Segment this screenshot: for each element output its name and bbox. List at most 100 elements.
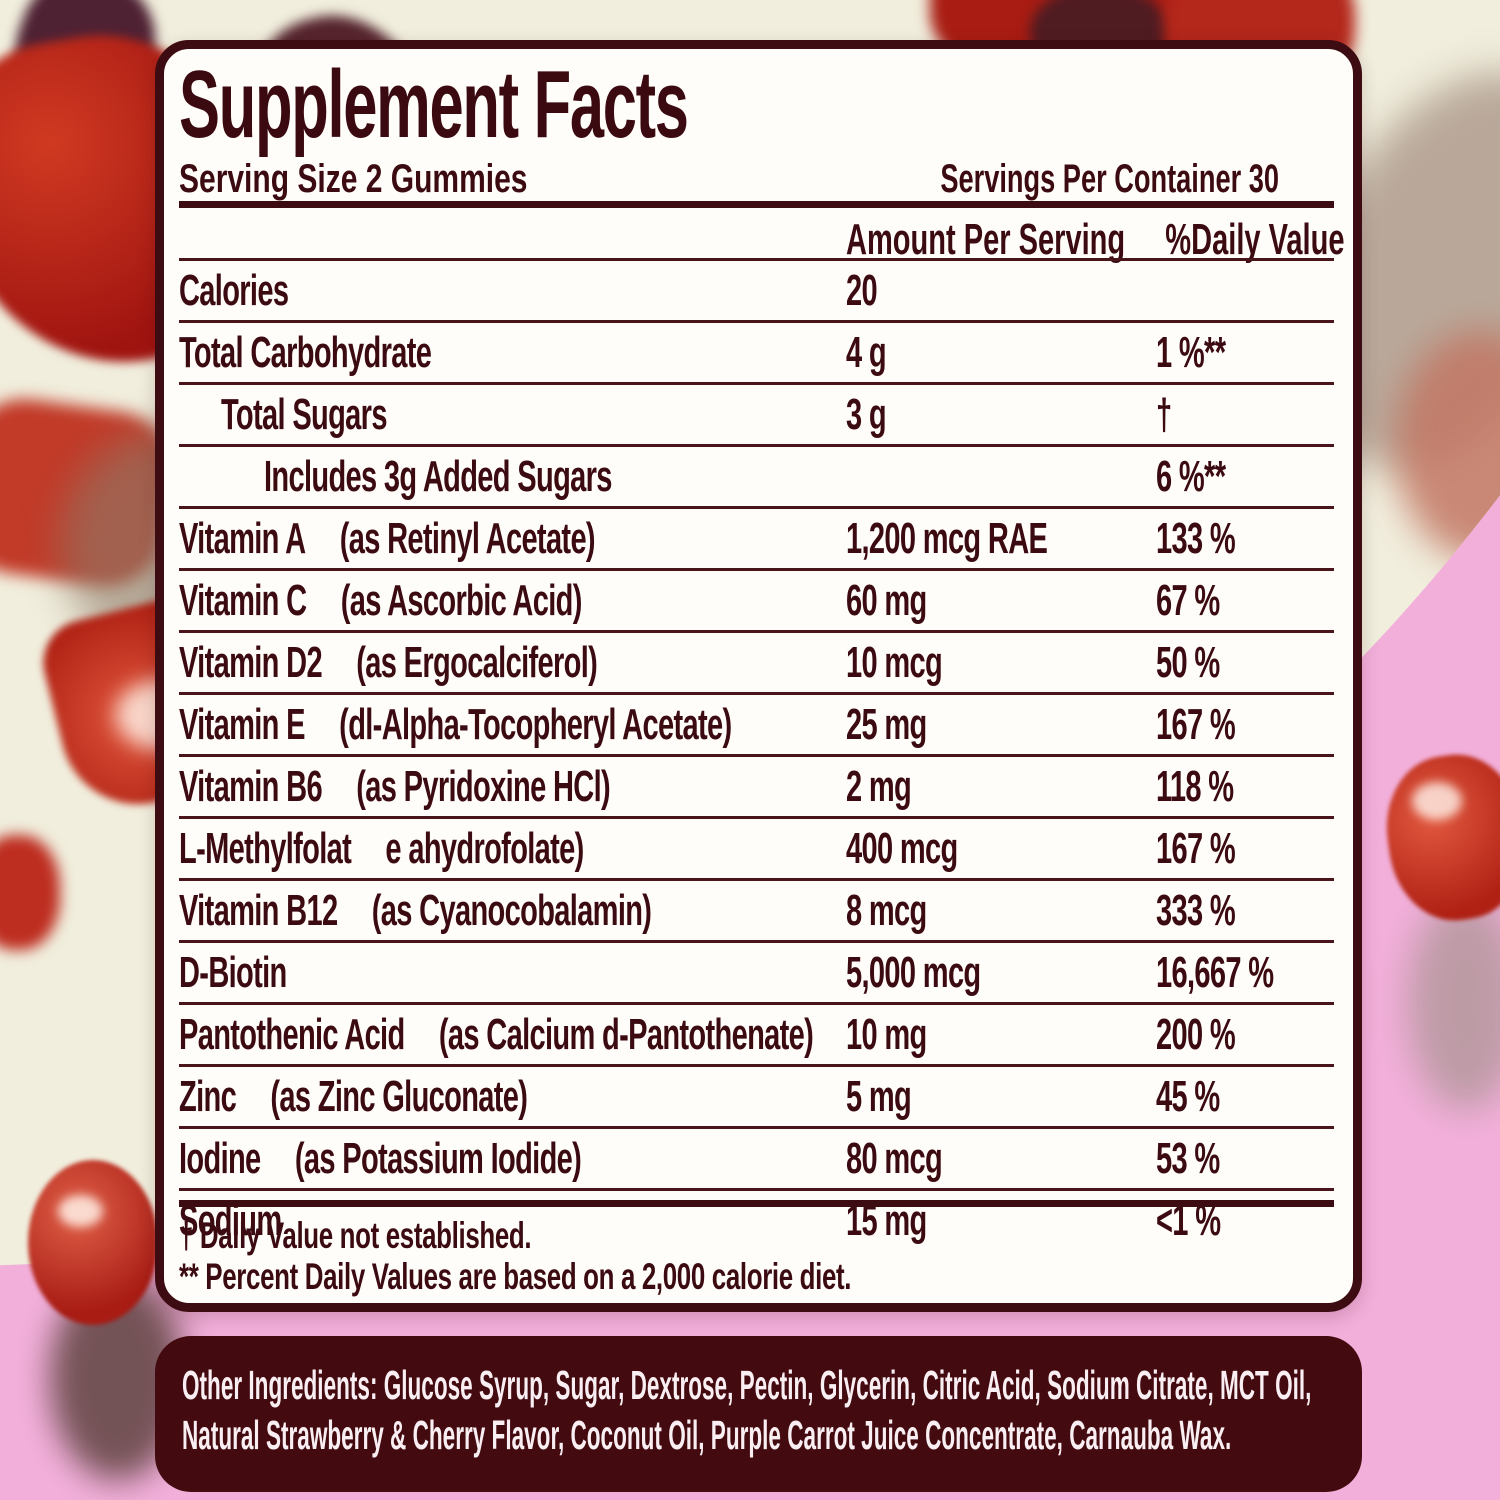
daily-value-cell: 50 % [1156,637,1220,687]
table-row: Includes 3g Added Sugars 6 %** [179,447,1334,509]
gummy-red-sliver-icon [0,835,60,950]
table-row: D-Biotin 5,000 mcg 16,667 % [179,943,1334,1005]
supplement-facts-panel: Supplement Facts Serving Size 2 Gummies … [155,40,1362,1312]
nutrient-qualifier: (as Retinyl Acetate) [339,513,596,563]
daily-value-cell: 333 % [1156,885,1236,935]
nutrient-name: Iodine [179,1133,261,1183]
nutrient-name-cell: Vitamin A (as Retinyl Acetate) [179,513,596,564]
amount-cell: 3 g [846,389,887,439]
daily-value-cell: 53 % [1156,1133,1220,1183]
gummy-red-ball-icon [28,1160,158,1325]
table-row: L-Methylfolat e ahydrofolate) 400 mcg 167 % [179,819,1334,881]
nutrient-qualifier: e ahydrofolate) [385,823,584,873]
nutrient-qualifier: (as Cyanocobalamin) [371,885,652,935]
table-row: Vitamin D2 (as Ergocalciferol) 10 mcg 50 % [179,633,1334,695]
table-row: Pantothenic Acid (as Calcium d-Pantothena… [179,1005,1334,1067]
daily-value-cell: 200 % [1156,1009,1236,1059]
nutrient-name: Vitamin B6 [179,761,323,811]
nutrient-name: Vitamin D2 [179,637,323,687]
panel-content: Supplement Facts Serving Size 2 Gummies … [179,49,1344,1303]
nutrient-name-cell: Vitamin B12 (as Cyanocobalamin) [179,885,652,936]
amount-cell: 5,000 mcg [846,947,981,997]
nutrient-qualifier: (as Calcium d-Pantothenate) [438,1009,814,1059]
nutrient-name-cell: Calories [179,266,323,316]
table-row: Iodine (as Potassium Iodide) 80 mcg 53 % [179,1129,1334,1191]
nutrient-name: Zinc [179,1071,237,1121]
daily-value-cell: † [1156,389,1172,439]
footnote-dagger: † Daily Value not established. [179,1215,532,1256]
amount-cell: 4 g [846,327,887,377]
footnote-percent: ** Percent Daily Values are based on a 2… [179,1256,852,1297]
amount-cell: 25 mg [846,699,927,749]
daily-value-cell: 6 %** [1156,451,1226,501]
other-ingredients-label: Other Ingredients: [182,1362,378,1408]
other-ingredients-box: Other Ingredients: Glucose Syrup, Sugar,… [155,1336,1362,1492]
daily-value-cell: 118 % [1156,761,1234,811]
nutrient-qualifier: (as Ergocalciferol) [356,637,598,687]
gummy-right-highlight-icon [1412,782,1462,820]
nutrient-name: Vitamin E [179,699,306,749]
table-row: Zinc (as Zinc Gluconate) 5 mg 45 % [179,1067,1334,1129]
table-row: Vitamin B6 (as Pyridoxine HCl) 2 mg 118 % [179,757,1334,819]
nutrient-qualifier: (as Potassium Iodide) [294,1133,582,1183]
nutrient-name: L-Methylfolat [179,823,352,873]
nutrient-qualifier: (as Ascorbic Acid) [340,575,583,625]
nutrient-name-cell: Vitamin E (dl-Alpha-Tocopheryl Acetate) [179,699,732,750]
serving-size: Serving Size 2 Gummies [179,157,528,201]
table-row: Vitamin E (dl-Alpha-Tocopheryl Acetate) 25… [179,695,1334,757]
servings-per-container: Servings Per Container 30 [940,157,1279,201]
gummy-right-shadow-icon [1408,895,1500,1110]
nutrient-name-cell: Total Sugars [221,390,421,440]
amount-cell: 1,200 mcg RAE [846,513,1048,563]
nutrient-name: Pantothenic Acid [179,1009,405,1059]
daily-value-cell: 45 % [1156,1071,1220,1121]
divider-thick-bottom [179,1200,1334,1207]
nutrient-name: Total Sugars [221,389,387,439]
nutrient-name-cell: L-Methylfolat e ahydrofolate) [179,824,584,874]
table-row: Vitamin B12 (as Cyanocobalamin) 8 mcg 333 % [179,881,1334,943]
divider-thick-top [179,201,1334,208]
nutrient-name-cell: Vitamin C (as Ascorbic Acid) [179,576,582,626]
amount-cell: 80 mcg [846,1133,943,1183]
amount-cell: 2 mg [846,761,912,811]
amount-cell: 10 mg [846,1009,927,1059]
amount-cell: 10 mcg [846,637,943,687]
daily-value-cell: 16,667 % [1156,947,1274,997]
table-row: Total Sugars 3 g † [179,385,1334,447]
table-row: Vitamin A (as Retinyl Acetate) 1,200 mcg R… [179,509,1334,571]
table-row: Calories 20 [179,261,1334,323]
daily-value-cell: 67 % [1156,575,1220,625]
nutrient-name-cell: Zinc (as Zinc Gluconate) [179,1071,528,1122]
column-header-daily-value: %Daily Value [1164,215,1344,264]
other-ingredients-text: Other Ingredients: Glucose Syrup, Sugar,… [182,1360,1340,1460]
daily-value-cell: 1 %** [1156,327,1226,377]
daily-value-cell: 133 % [1156,513,1236,563]
nutrient-name: Vitamin A [179,513,306,563]
nutrient-qualifier: (dl-Alpha-Tocopheryl Acetate) [339,699,732,749]
nutrient-name: Total Carbohydrate [179,327,432,377]
nutrient-name-cell: D-Biotin [179,948,321,998]
daily-value-cell: 167 % [1156,823,1236,873]
nutrient-name: Includes 3g Added Sugars [264,451,612,501]
nutrient-name: Calories [179,265,289,315]
table-row: Vitamin C (as Ascorbic Acid) 60 mg 67 % [179,571,1334,633]
other-ingredients-list: Glucose Syrup, Sugar, Dextrose, Pectin, … [182,1362,1312,1458]
nutrient-qualifier: (as Zinc Gluconate) [270,1071,528,1121]
nutrient-name: D-Biotin [179,947,287,997]
nutrient-name-cell: Vitamin B6 (as Pyridoxine HCl) [179,761,611,812]
page-title: Supplement Facts [179,51,689,158]
column-header-amount: Amount Per Serving [846,215,1126,264]
table-row: Total Carbohydrate 4 g 1 %** [179,323,1334,385]
amount-cell: 5 mg [846,1071,912,1121]
nutrient-name: Vitamin C [179,575,307,625]
amount-cell: 20 [846,265,878,315]
amount-cell: 8 mcg [846,885,927,935]
nutrient-qualifier: (as Pyridoxine HCl) [356,761,611,811]
gummy-ball-highlight-icon [58,1195,103,1227]
nutrient-name-cell: Vitamin D2 (as Ergocalciferol) [179,637,598,688]
amount-cell: 60 mg [846,575,927,625]
nutrient-name-cell: Total Carbohydrate [179,328,466,378]
daily-value-cell: 167 % [1156,699,1236,749]
nutrient-name-cell: Iodine (as Potassium Iodide) [179,1133,582,1184]
amount-cell: 400 mcg [846,823,958,873]
